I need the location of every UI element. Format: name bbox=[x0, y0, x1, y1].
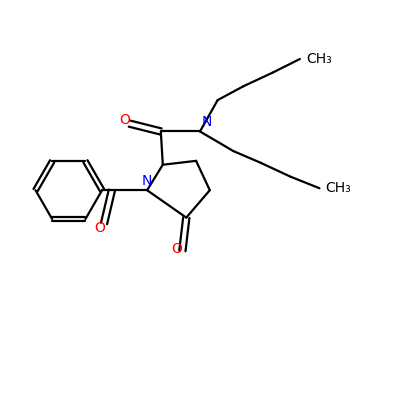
Text: CH₃: CH₃ bbox=[325, 181, 351, 195]
Text: O: O bbox=[171, 242, 182, 256]
Text: N: N bbox=[202, 116, 212, 130]
Text: CH₃: CH₃ bbox=[306, 52, 332, 66]
Text: O: O bbox=[119, 114, 130, 128]
Text: O: O bbox=[94, 221, 105, 235]
Text: N: N bbox=[142, 174, 152, 188]
